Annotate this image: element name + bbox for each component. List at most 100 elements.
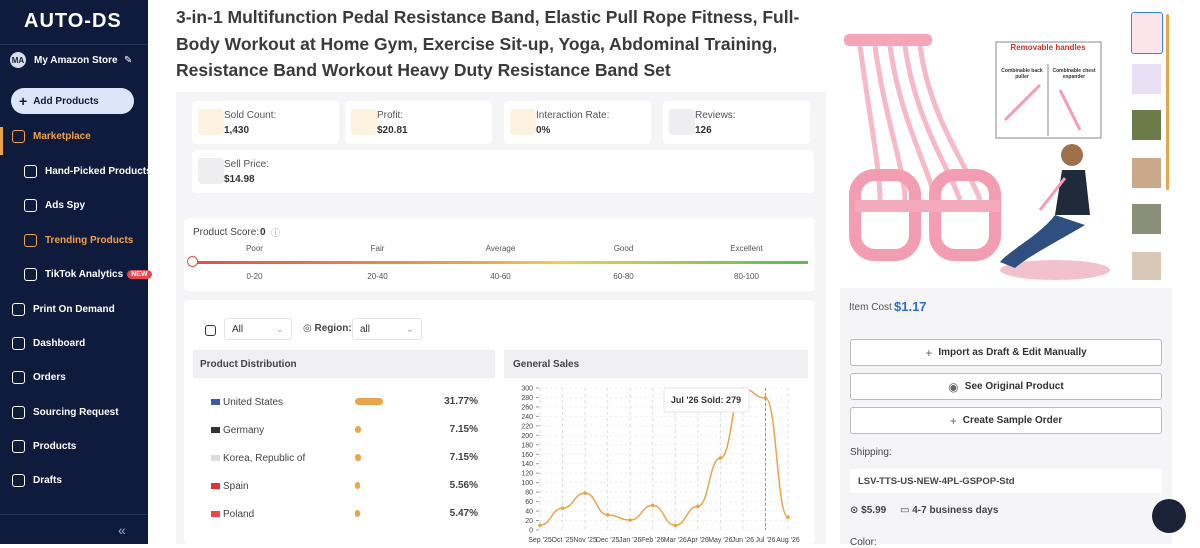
item-cost-label: Item Cost: [849, 302, 892, 313]
stat-label: Interaction Rate:: [536, 110, 610, 121]
flag: [211, 427, 220, 433]
sales-chart: 0 20 40 60 80 100 120 140 160 180 200 220 240 260 280 3…: [521, 386, 800, 545]
country: Germany: [223, 425, 265, 436]
thumbnail[interactable]: [1132, 252, 1161, 280]
band-illustration: [844, 34, 1110, 280]
share-bar: [355, 454, 362, 461]
nav-item[interactable]: Trending Products: [24, 234, 133, 247]
stat-card: Reviews: 126: [663, 101, 810, 144]
x-tick-label: May '26: [708, 537, 732, 544]
distribution-header: Product Distribution: [193, 350, 495, 378]
stat-label: Sell Price:: [224, 159, 270, 170]
nav-item[interactable]: Sourcing Request: [12, 406, 119, 419]
nav-item[interactable]: Marketplace: [12, 130, 91, 143]
country: United States: [223, 397, 284, 408]
thumbnails: [1131, 12, 1163, 280]
nav-item[interactable]: TikTok Analytics NEW: [24, 268, 152, 281]
nav-item[interactable]: Hand-Picked Products: [24, 165, 152, 178]
nav-item[interactable]: Print On Demand: [12, 303, 115, 316]
distribution-title: Product Distribution: [200, 359, 297, 370]
thumbnail[interactable]: [1131, 12, 1163, 54]
shipping-label: Shipping:: [850, 447, 892, 458]
inset-illustration: [1003, 83, 1082, 131]
sales-point: [786, 515, 790, 520]
button-label: Import as Draft & Edit Manually: [938, 347, 1087, 358]
score-level: Poor: [246, 244, 263, 253]
x-tick-label: Dec '25: [596, 537, 620, 544]
y-tick-label: 200: [521, 433, 533, 440]
action-button[interactable]: + Import as Draft & Edit Manually: [850, 339, 1162, 366]
nav-icon: [24, 234, 37, 247]
nav-label: Ads Spy: [45, 200, 86, 211]
score-range: 20-40: [367, 272, 388, 281]
y-tick-label: 220: [521, 423, 533, 430]
stat-value: 0%: [536, 125, 551, 136]
score-level: Average: [485, 244, 516, 253]
delivery-text: 4-7 business days: [912, 505, 999, 516]
tooltip-box: [663, 387, 750, 413]
nav-icon: [12, 337, 25, 350]
stat-label: Sold Count:: [224, 110, 277, 121]
score-range: 60-80: [613, 272, 634, 281]
action-button[interactable]: + Create Sample Order: [850, 407, 1162, 434]
nav-label: Orders: [33, 372, 66, 383]
sales-point: [605, 513, 610, 517]
x-tick-label: Mar '26: [664, 537, 687, 544]
nav-label: TikTok Analytics: [45, 269, 124, 280]
y-tick-label: 280: [521, 395, 533, 402]
sales-point: [628, 518, 632, 522]
stat-card: Sell Price: $14.98: [192, 150, 814, 193]
share-bar: [355, 398, 383, 405]
thumbnail[interactable]: [1132, 110, 1161, 140]
score-marker: [187, 256, 198, 267]
add-products-button[interactable]: + Add Products: [11, 88, 134, 114]
shipping-method: LSV-TTS-US-NEW-4PL-GSPOP-Std: [858, 476, 1015, 487]
score-card: Product Score: 0 ⓘ Poor 0-20 Fair 20-40 Aver…: [184, 218, 815, 291]
button-icon: +: [925, 345, 933, 360]
y-tick-label: 240: [521, 414, 533, 421]
stat-icon: [198, 158, 224, 184]
nav-label: Trending Products: [45, 235, 134, 246]
nav-item[interactable]: Ads Spy: [24, 199, 85, 212]
inset-left: Combinable back puller: [1001, 68, 1043, 80]
nav-item[interactable]: Dashboard: [12, 337, 85, 350]
stat-value: 1,430: [224, 125, 250, 136]
x-tick-label: Nov '25: [573, 537, 597, 544]
button-icon: ◉: [948, 379, 959, 394]
nav-icon: [24, 268, 37, 281]
inset-right: Combinable chest expander: [1052, 68, 1096, 80]
active-indicator: [0, 127, 3, 155]
thumbnail[interactable]: [1132, 64, 1161, 94]
edit-icon[interactable]: ✎: [124, 55, 133, 66]
x-tick-label: Sep '25: [528, 537, 552, 544]
score-range: 40-60: [490, 272, 511, 281]
shipping-select[interactable]: LSV-TTS-US-NEW-4PL-GSPOP-Std: [850, 469, 1162, 493]
nav-item[interactable]: Drafts: [12, 474, 62, 487]
share-label: 5.47%: [449, 508, 478, 519]
nav-item[interactable]: Products: [12, 440, 76, 453]
scrollbar: [1166, 14, 1169, 190]
add-products-label: Add Products: [33, 95, 99, 107]
logo: AUTO-DS: [24, 10, 122, 32]
store-name[interactable]: My Amazon Store: [34, 55, 118, 66]
collapse-button[interactable]: «: [118, 522, 126, 538]
category-select[interactable]: All ⌄: [224, 318, 292, 340]
chat-button[interactable]: [1152, 499, 1186, 533]
country: Spain: [223, 481, 249, 492]
region-select[interactable]: all ⌄: [352, 318, 422, 340]
thumbnail[interactable]: [1132, 204, 1161, 234]
score-range: 80-100: [734, 272, 759, 281]
y-tick-label: 140: [521, 461, 533, 468]
action-button[interactable]: ◉ See Original Product: [850, 373, 1162, 400]
nav-item[interactable]: Orders: [12, 371, 66, 384]
sales-point: [763, 396, 768, 400]
region-value: all: [360, 324, 371, 335]
thumbnail[interactable]: [1132, 158, 1161, 188]
help-icon[interactable]: ⓘ: [271, 228, 281, 238]
tooltip: Jul '26 Sold: 279: [671, 395, 741, 405]
share-label: 5.56%: [449, 480, 478, 491]
nav-label: Sourcing Request: [33, 407, 119, 418]
share-label: 7.15%: [449, 424, 478, 435]
stat-card: Profit: $20.81: [345, 101, 492, 144]
